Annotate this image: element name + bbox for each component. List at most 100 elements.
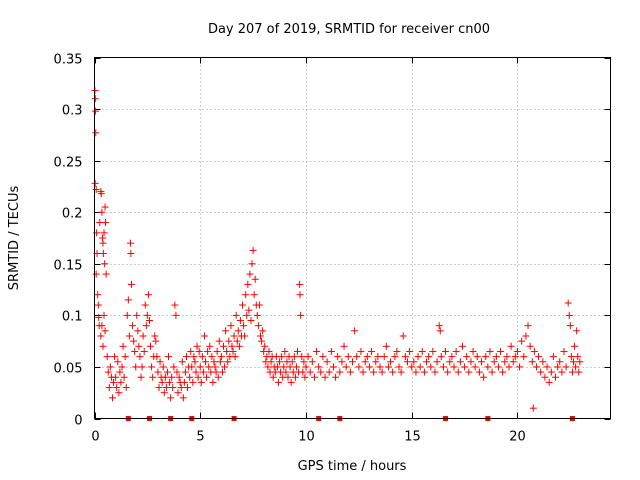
data-point [167,394,175,402]
data-point [264,363,272,371]
data-point [98,208,106,216]
data-point [529,404,537,412]
data-point [323,358,331,366]
data-point [184,384,192,392]
data-point [100,229,108,237]
data-point [494,363,502,371]
data-point [574,353,582,361]
data-point [297,311,305,319]
data-point [152,337,160,345]
data-point [436,327,444,335]
data-point [363,353,371,361]
data-point [247,317,255,325]
data-point [97,190,105,198]
data-point [518,337,526,345]
data-point [104,368,112,376]
data-point [397,368,405,376]
data-point [155,384,163,392]
data-point [182,353,190,361]
data-point [163,368,171,376]
data-point [302,363,310,371]
data-point [370,368,378,376]
y-tick-label: 0.2 [62,207,83,222]
data-point [382,342,390,350]
data-point [140,347,148,355]
data-point [301,373,309,381]
data-point [251,275,259,283]
data-point [346,368,354,376]
data-point [202,358,210,366]
data-point [439,363,447,371]
data-point [228,342,236,350]
data-point [191,358,199,366]
data-point [171,301,179,309]
data-point [245,306,253,314]
data-point [137,373,145,381]
data-point [173,368,181,376]
data-point [204,347,212,355]
y-tick-label: 0.15 [54,259,83,274]
data-point [121,353,129,361]
data-point [220,342,227,350]
data-point [567,353,575,361]
data-point [273,363,281,371]
data-point [393,347,401,355]
data-point [292,363,300,371]
data-point [427,363,435,371]
data-point [255,301,263,309]
data-point [291,373,299,381]
data-point [450,363,458,371]
data-point [200,332,208,340]
data-point [286,363,294,371]
data-point [389,368,397,376]
data-point [188,363,196,371]
data-point [558,368,566,376]
data-point [284,373,292,381]
data-point [110,378,118,386]
data-point [127,249,135,257]
data-point [128,280,136,288]
data-point [174,389,182,397]
data-point [124,296,132,304]
data-point [281,347,289,355]
data-point [181,368,189,376]
data-point [395,363,403,371]
data-point [97,332,105,340]
data-point [471,363,479,371]
data-point [416,363,424,371]
y-tick-label: 0.05 [54,362,83,377]
data-point [321,373,329,381]
data-point [380,353,388,361]
data-point [175,373,183,381]
data-point [92,186,100,194]
data-point [338,358,346,366]
data-point [148,363,156,371]
data-point [458,342,466,350]
data-point [156,358,164,366]
data-point [437,353,445,361]
data-point [216,358,224,366]
data-point [250,291,258,299]
data-point [212,368,220,376]
data-point [408,363,416,371]
data-point [535,353,543,361]
data-point [213,347,221,355]
y-tick-label: 0.25 [54,156,83,171]
data-point [276,358,284,366]
data-point [410,358,418,366]
data-point [467,358,475,366]
data-point [329,363,337,371]
data-point [194,373,202,381]
data-point [145,317,153,325]
data-point [418,347,426,355]
data-point [516,363,524,371]
data-point [359,368,367,376]
data-point [522,332,530,340]
data-point [94,301,102,309]
data-point [480,373,488,381]
data-point [296,280,304,288]
data-point [129,322,137,330]
data-point [511,353,519,361]
data-point [296,291,304,299]
data-point [113,384,121,392]
